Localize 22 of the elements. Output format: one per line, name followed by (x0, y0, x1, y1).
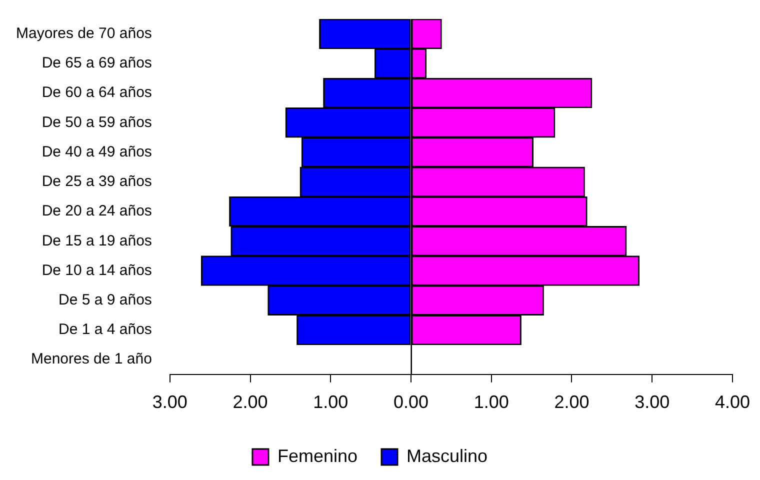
y-tick-label: De 15 a 19 años (42, 232, 152, 250)
x-tick-label: 0.00 (393, 392, 429, 412)
y-tick-label: Mayores de 70 años (16, 24, 152, 42)
y-tick-label: De 20 a 24 años (42, 202, 152, 220)
x-tick-label: 3.00 (634, 392, 670, 412)
y-tick-label: De 65 a 69 años (42, 54, 152, 72)
y-tick-label: De 40 a 49 años (42, 143, 152, 160)
y-tick-label: De 1 a 4 años (58, 321, 152, 338)
x-tick-label: 2.00 (554, 392, 590, 412)
y-tick-label: De 25 a 39 años (42, 173, 152, 190)
x-tick-label: 4.00 (714, 392, 750, 412)
legend-label: Femenino (277, 446, 358, 466)
y-tick-label: De 10 a 14 años (42, 262, 152, 279)
y-tick-label: De 60 a 64 años (42, 84, 152, 102)
x-tick-label: 1.00 (474, 392, 509, 412)
y-tick-label: De 50 a 59 años (42, 114, 152, 131)
x-tick-label: 2.00 (232, 392, 268, 412)
y-tick-label: Menores de 1 año (30, 350, 152, 368)
x-tick-label: 3.00 (152, 392, 188, 412)
x-tick-label: 1.00 (313, 392, 348, 412)
legend-label: Masculino (406, 446, 488, 466)
y-tick-label: De 5 a 9 años (58, 292, 152, 308)
